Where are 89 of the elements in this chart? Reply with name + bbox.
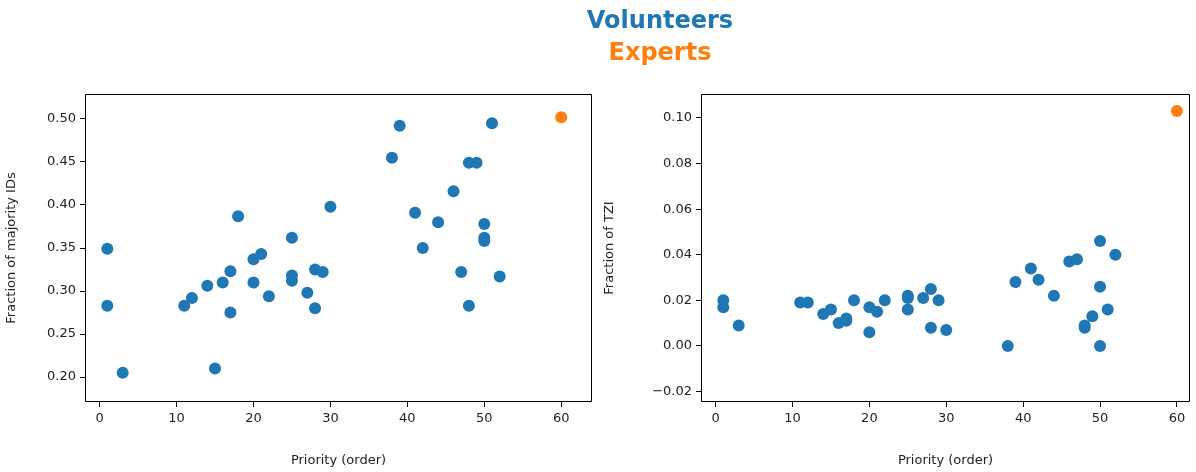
- x-tick-label: 40: [399, 410, 416, 426]
- point: [555, 111, 568, 124]
- point: [1009, 276, 1022, 289]
- point: [732, 319, 745, 332]
- point: [247, 276, 260, 289]
- point: [301, 286, 314, 299]
- point: [447, 185, 460, 198]
- point: [1047, 289, 1060, 302]
- y-tick-label: 0.30: [47, 282, 76, 298]
- x-tick-label: 20: [861, 410, 878, 426]
- y-tick-label: 0.45: [47, 153, 76, 169]
- x-axis-title: Priority (order): [897, 451, 994, 467]
- y-tick-label: 0.08: [663, 154, 692, 170]
- point: [385, 151, 398, 164]
- point: [224, 265, 237, 278]
- y-tick-label: 0.00: [663, 337, 692, 353]
- x-tick-label: 40: [1014, 410, 1032, 426]
- x-tick-label: 60: [1168, 410, 1186, 426]
- point: [901, 303, 914, 316]
- point: [209, 362, 222, 375]
- y-tick-label: 0.50: [47, 110, 76, 126]
- point: [316, 266, 329, 279]
- point: [824, 303, 837, 316]
- point: [878, 294, 891, 307]
- y-tick-label: 0.25: [47, 325, 76, 341]
- point: [1001, 339, 1014, 352]
- point: [478, 217, 491, 230]
- point: [116, 366, 129, 379]
- point: [101, 242, 114, 255]
- point: [940, 323, 953, 336]
- point: [216, 276, 229, 289]
- x-tick-label: 10: [168, 410, 185, 426]
- point: [1094, 280, 1107, 293]
- x-tick-label: 10: [784, 410, 801, 426]
- y-axis-title: Fraction of majority IDs: [3, 172, 19, 324]
- x-tick-label: 0: [711, 410, 720, 426]
- x-tick-label: 30: [322, 410, 339, 426]
- point: [493, 270, 506, 283]
- x-tick-label: 20: [245, 410, 262, 426]
- point: [932, 294, 945, 307]
- point: [1094, 235, 1107, 248]
- point: [462, 299, 475, 312]
- point: [255, 248, 268, 261]
- point: [409, 206, 422, 219]
- point: [1024, 262, 1037, 275]
- point: [324, 200, 337, 213]
- point: [485, 117, 498, 130]
- point: [262, 290, 275, 303]
- point: [455, 266, 468, 279]
- y-tick-label: 0.20: [47, 368, 76, 384]
- x-tick-label: 50: [1091, 410, 1109, 426]
- point: [1094, 339, 1107, 352]
- text: Experts: [608, 37, 712, 68]
- point: [201, 279, 214, 292]
- y-tick-label: −0.02: [652, 382, 692, 398]
- point: [848, 294, 861, 307]
- point: [309, 302, 322, 315]
- text: Volunteers: [586, 5, 734, 36]
- point: [393, 119, 406, 132]
- point: [871, 305, 884, 318]
- y-tick-label: 0.40: [47, 196, 76, 212]
- point: [1109, 248, 1122, 261]
- point: [1170, 105, 1183, 118]
- point: [285, 231, 298, 244]
- x-axis-title: Priority (order): [290, 451, 387, 467]
- point: [224, 306, 237, 319]
- point: [1086, 310, 1099, 323]
- point: [1101, 303, 1114, 316]
- point: [863, 326, 876, 339]
- point: [178, 299, 191, 312]
- point: [1032, 273, 1045, 286]
- x-tick-label: 0: [95, 410, 104, 426]
- point: [232, 210, 245, 223]
- x-tick-label: 50: [476, 410, 493, 426]
- y-tick-label: 0.04: [663, 246, 692, 262]
- point: [924, 282, 937, 295]
- y-axis-title: Fraction of TZI: [601, 201, 617, 295]
- x-tick-label: 60: [552, 410, 570, 426]
- point: [432, 216, 445, 229]
- point: [101, 299, 114, 312]
- y-tick-label: 0.02: [663, 291, 692, 307]
- point: [416, 242, 429, 254]
- point: [924, 321, 937, 334]
- point: [185, 291, 198, 304]
- y-tick-label: 0.06: [663, 200, 692, 216]
- y-tick-label: 0.35: [47, 239, 76, 255]
- y-tick-label: 0.10: [663, 109, 692, 125]
- x-tick-label: 30: [938, 410, 955, 426]
- point: [917, 292, 930, 305]
